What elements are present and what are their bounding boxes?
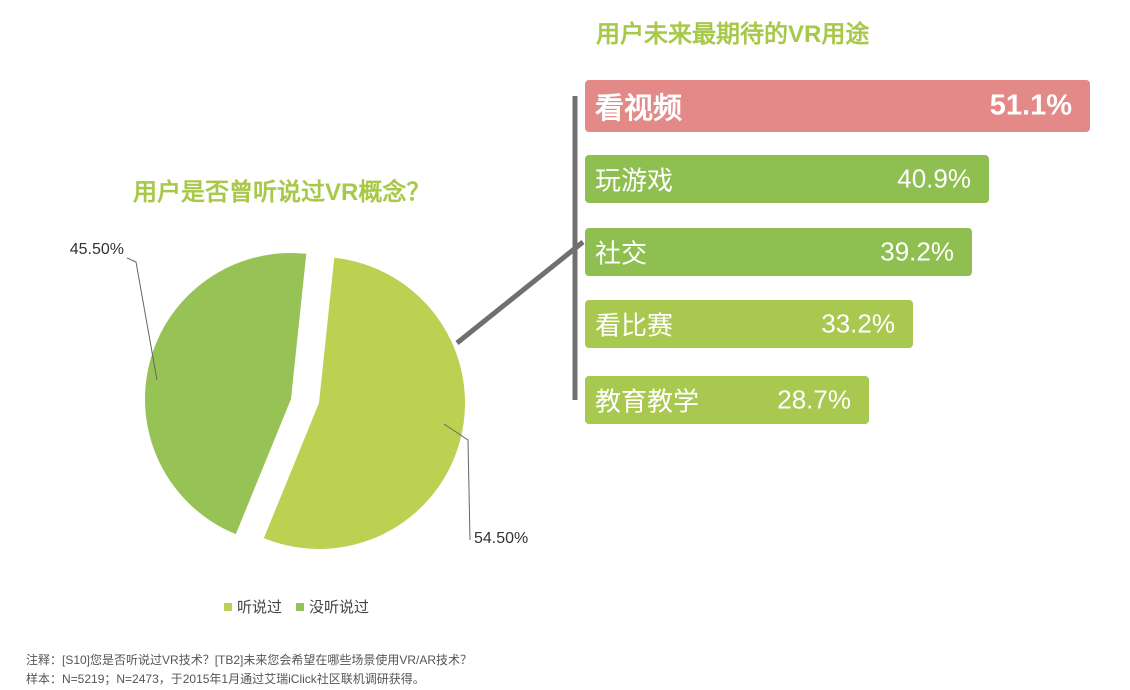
bar-4: 看比赛 33.2%	[585, 300, 913, 348]
bar-3: 社交 39.2%	[585, 228, 972, 276]
pie-chart-title: 用户是否曾听说过VR概念？	[133, 179, 431, 206]
bar-category-label: 教育教学	[595, 386, 700, 417]
pie-slice-heard	[263, 257, 465, 549]
bar-value-label: 28.7%	[777, 384, 851, 415]
legend-item-not-heard: 没听说过	[296, 596, 369, 617]
pie-legend: 听说过 没听说过	[224, 596, 369, 617]
bar-category-label: 社交	[595, 238, 648, 269]
footnote-sample: 样本：N=5219；N=2473，于2015年1月通过艾瑞iClick社区联机调…	[26, 672, 425, 686]
bar-value-label: 40.9%	[897, 163, 971, 194]
pie-label-heard: 54.50%	[474, 530, 528, 547]
bar-category-label: 玩游戏	[595, 165, 674, 196]
bar-chart-title: 用户未来最期待的VR用途	[596, 21, 870, 48]
legend-item-heard: 听说过	[224, 596, 282, 617]
bar-category-label: 看比赛	[595, 310, 674, 341]
pie-label-not-heard: 45.50%	[70, 241, 124, 258]
legend-swatch-heard	[224, 602, 232, 611]
pie-slice-not-heard	[144, 253, 307, 535]
bar-category-label: 看视频	[595, 93, 683, 125]
bar-2: 玩游戏 40.9%	[585, 155, 989, 203]
bar-5: 教育教学 28.7%	[585, 376, 869, 424]
bar-value-label: 51.1%	[989, 89, 1072, 122]
legend-label-not-heard: 没听说过	[309, 599, 370, 616]
pie-leader-heard	[443, 423, 471, 541]
bar-1: 看视频 51.1%	[585, 80, 1090, 132]
connector-line	[455, 240, 585, 345]
bar-value-label: 33.2%	[821, 308, 895, 339]
legend-swatch-not-heard	[296, 602, 305, 611]
bar-value-label: 39.2%	[880, 236, 954, 267]
footnote-question: 注释：[S10]您是否听说过VR技术？[TB2]未来您会希望在哪些场景使用VR/…	[26, 653, 473, 667]
pie-leader-not-heard	[126, 257, 158, 381]
legend-label-heard: 听说过	[237, 599, 283, 616]
